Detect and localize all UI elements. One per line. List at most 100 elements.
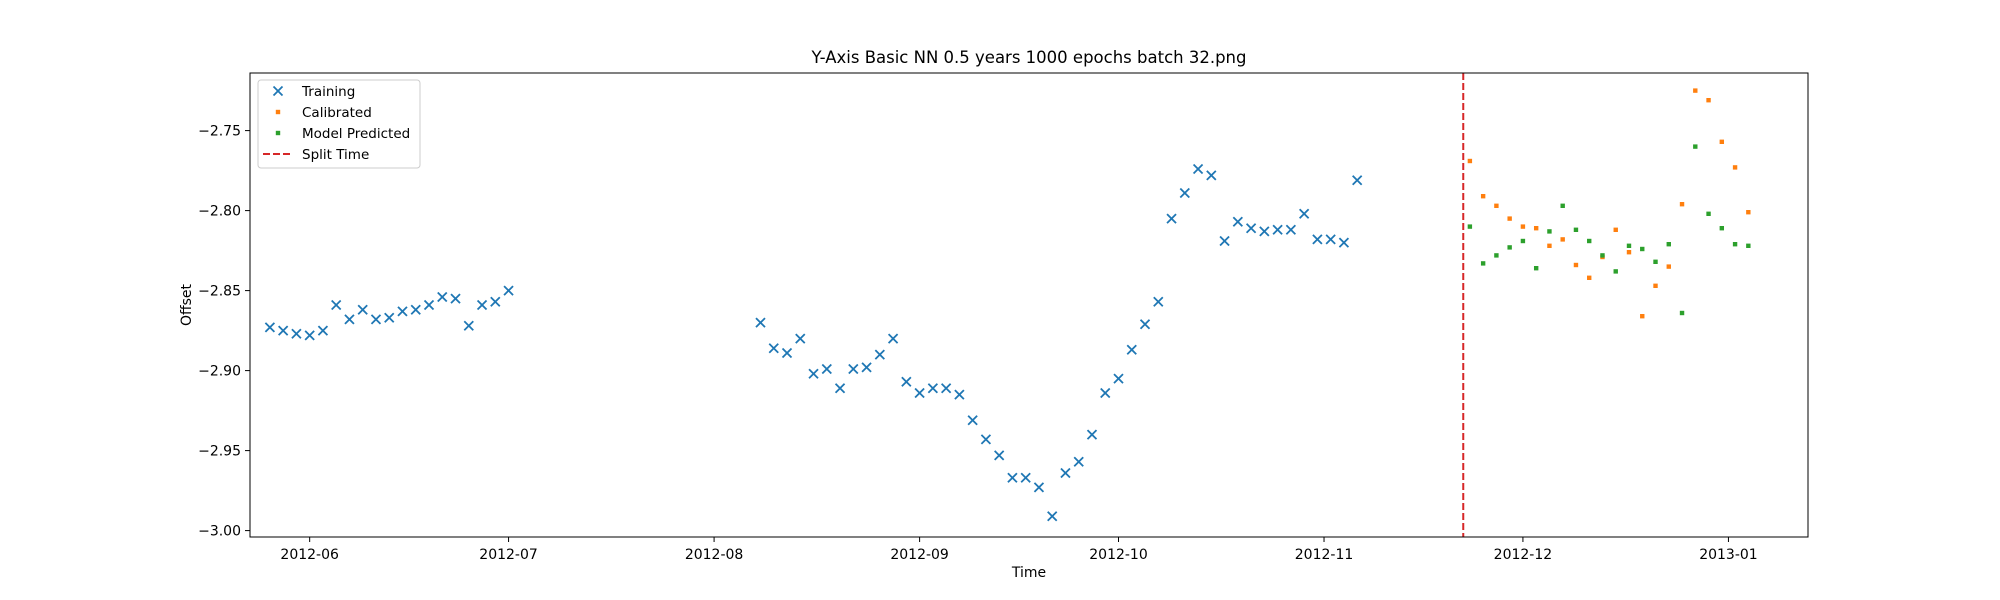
- training-point: [821, 363, 832, 375]
- training-point: [1245, 223, 1257, 234]
- legend-marker-model-predicted: [275, 130, 281, 136]
- training-point: [1206, 170, 1217, 181]
- model-predicted-point: [1679, 310, 1685, 316]
- calibrated-point: [1719, 139, 1725, 144]
- legend: Training Calibrated Model Predicted Split T…: [257, 79, 421, 169]
- training-point: [317, 325, 329, 336]
- model-predicted-point: [1494, 253, 1499, 258]
- calibrated-point: [1706, 98, 1711, 103]
- training-point: [1192, 163, 1204, 175]
- training-point: [1232, 216, 1243, 227]
- training-point: [357, 304, 368, 315]
- calibrated-point: [1653, 283, 1658, 288]
- y-tick-label: −2.75: [198, 124, 241, 140]
- calibrated-point: [1626, 250, 1632, 255]
- x-tick-label: 2012-06: [280, 547, 339, 563]
- model-predicted-point: [1533, 266, 1539, 271]
- training-point: [370, 314, 382, 325]
- model-predicted-point: [1746, 243, 1751, 248]
- chart-title: Y-Axis Basic NN 0.5 years 1000 epochs ba…: [811, 48, 1247, 67]
- training-point: [808, 368, 819, 379]
- model-predicted-point: [1653, 259, 1658, 264]
- training-point: [423, 299, 435, 311]
- training-point: [450, 293, 461, 304]
- training-point: [1126, 344, 1137, 355]
- x-axis-label: Time: [1011, 565, 1046, 581]
- model-predicted-point: [1732, 242, 1738, 247]
- legend-label-calibrated: Calibrated: [302, 105, 372, 121]
- training-point: [264, 322, 276, 333]
- legend-label-model-predicted: Model Predicted: [302, 126, 410, 142]
- training-point: [1352, 175, 1363, 186]
- calibrated-point: [1693, 88, 1698, 93]
- model-predicted-point: [1613, 269, 1618, 274]
- training-point: [954, 389, 965, 400]
- training-point: [1113, 373, 1124, 384]
- legend-marker-training: [272, 85, 284, 97]
- training-point: [463, 320, 474, 331]
- training-point: [291, 328, 302, 339]
- model-predicted-point: [1560, 203, 1565, 208]
- calibrated-point: [1666, 264, 1671, 269]
- training-point: [994, 450, 1005, 461]
- training-point: [304, 330, 315, 341]
- y-tick-label: −2.95: [198, 444, 241, 460]
- y-tick-label: −2.90: [198, 364, 241, 380]
- training-point: [1047, 511, 1058, 522]
- training-point: [1073, 456, 1084, 467]
- training-point: [503, 285, 514, 296]
- training-point: [1298, 208, 1310, 219]
- training-point: [397, 306, 408, 317]
- calibrated-point: [1587, 275, 1592, 280]
- model-predicted-point: [1693, 144, 1698, 149]
- training-point: [1166, 213, 1177, 224]
- training-point: [795, 333, 806, 344]
- model-predicted-point: [1573, 227, 1579, 232]
- axes-frame: [249, 72, 1809, 538]
- calibrated-point: [1480, 194, 1486, 199]
- x-tick-label: 2012-08: [685, 547, 744, 563]
- training-point: [1086, 429, 1098, 440]
- plot-area: [264, 73, 1751, 537]
- training-point: [1179, 187, 1190, 199]
- model-predicted-point: [1467, 224, 1473, 229]
- calibrated-point: [1467, 158, 1473, 164]
- training-point: [476, 299, 488, 311]
- model-predicted-point: [1666, 242, 1671, 247]
- model-predicted-point: [1507, 245, 1512, 250]
- model-predicted-point: [1719, 226, 1725, 231]
- training-point: [848, 363, 859, 375]
- training-point: [861, 362, 872, 373]
- training-point: [384, 312, 395, 323]
- training-point: [980, 434, 992, 445]
- training-point: [331, 299, 342, 311]
- training-point: [1312, 234, 1323, 245]
- y-axis: −3.00 −2.95 −2.90 −2.85 −2.80 −2.75: [198, 124, 250, 540]
- legend-marker-calibrated: [275, 109, 281, 115]
- training-point: [1259, 226, 1270, 237]
- calibrated-point: [1732, 165, 1738, 170]
- y-tick-label: −2.85: [198, 284, 241, 300]
- x-tick-label: 2012-11: [1295, 547, 1354, 563]
- calibrated-point: [1746, 210, 1751, 215]
- calibrated-point: [1640, 314, 1645, 319]
- y-axis-label: Offset: [179, 283, 195, 326]
- training-point: [901, 376, 912, 387]
- training-point: [1325, 234, 1336, 245]
- y-tick-label: −3.00: [198, 524, 241, 540]
- training-point: [1060, 467, 1071, 479]
- training-point: [410, 304, 421, 315]
- training-point: [1033, 482, 1045, 493]
- model-predicted-point: [1600, 253, 1605, 258]
- training-point: [1338, 237, 1350, 248]
- calibrated-point: [1520, 224, 1526, 229]
- training-point: [927, 383, 939, 394]
- x-tick-label: 2013-01: [1699, 547, 1758, 563]
- model-predicted-point: [1520, 238, 1526, 244]
- x-tick-label: 2012-12: [1494, 547, 1553, 563]
- x-axis: 2012-06 2012-07 2012-08 2012-09 2012-10 2012-…: [280, 537, 1758, 563]
- legend-label-training: Training: [301, 84, 355, 100]
- training-point: [781, 347, 793, 359]
- training-point: [437, 291, 448, 303]
